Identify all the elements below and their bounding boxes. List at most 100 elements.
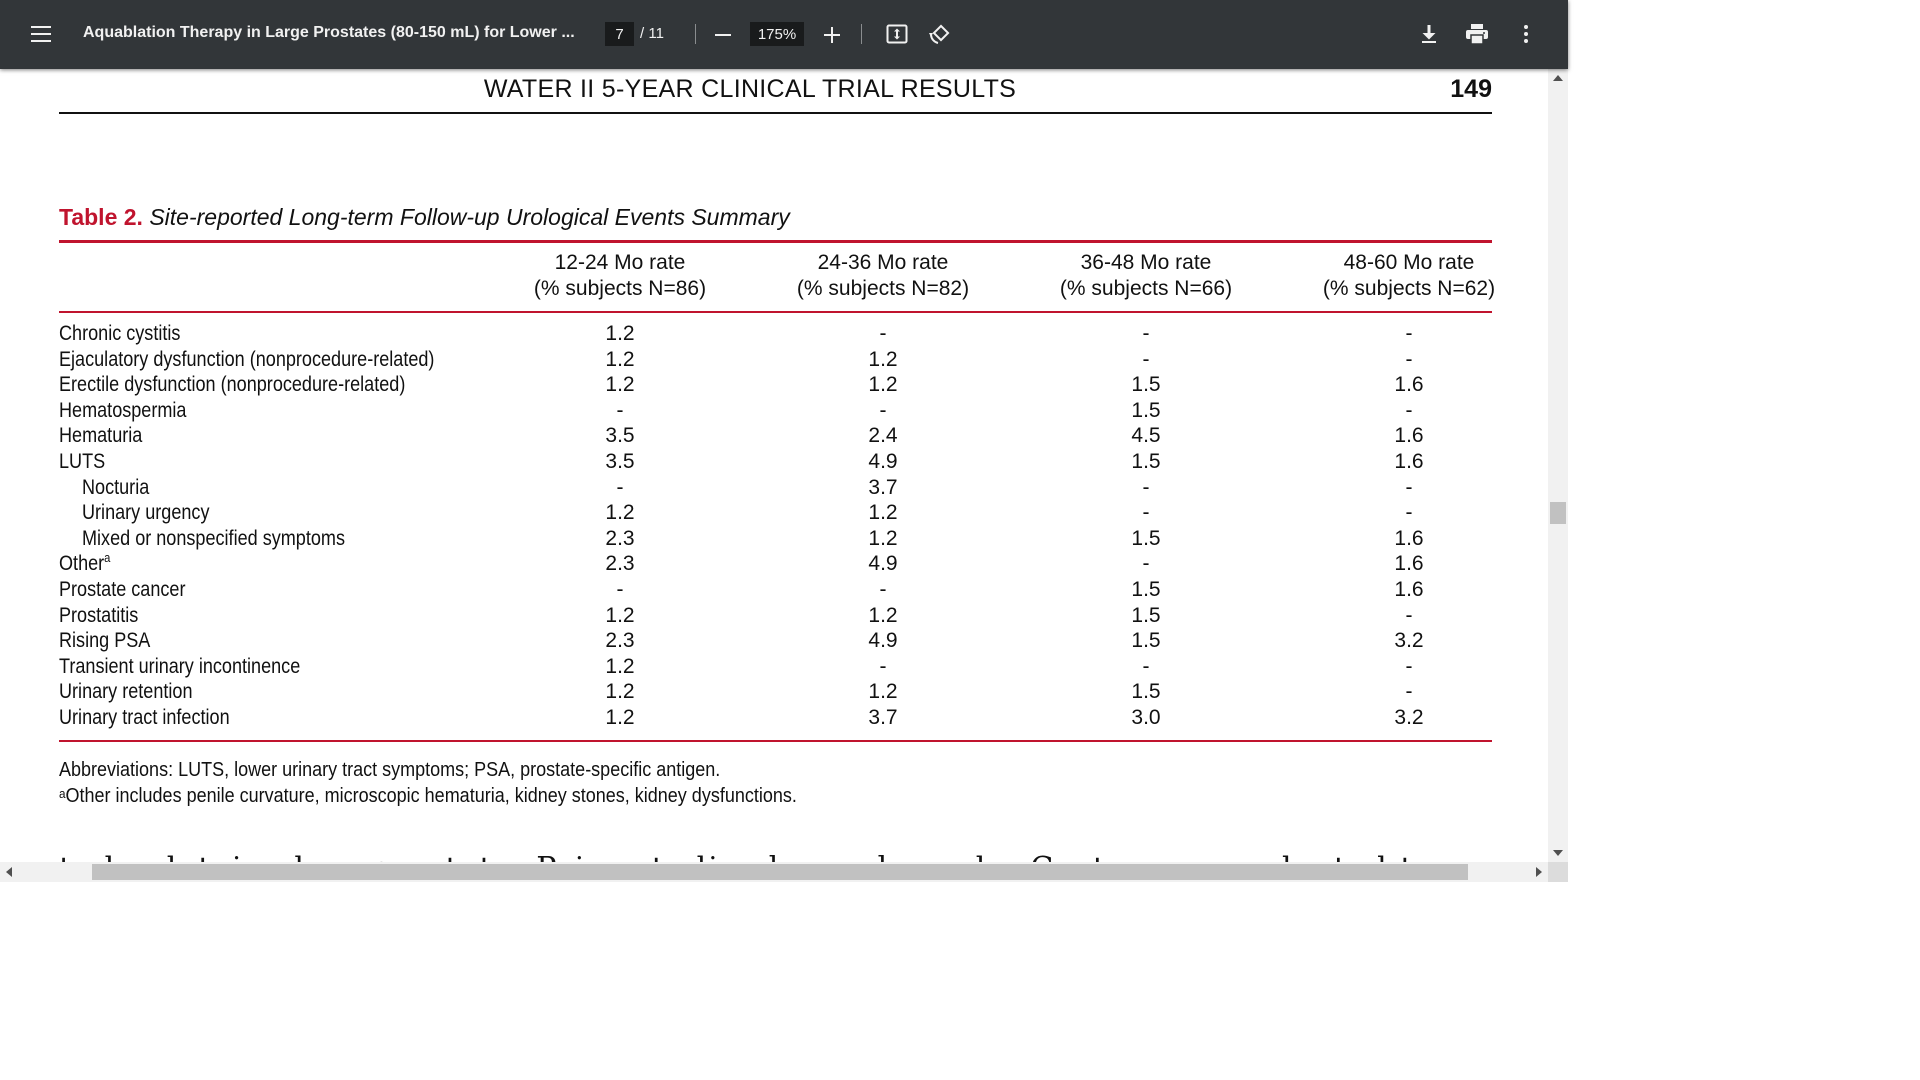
table-cell: - bbox=[879, 654, 887, 678]
row-label: Urinary urgency bbox=[82, 501, 209, 525]
scroll-right-icon[interactable] bbox=[1536, 867, 1542, 877]
table-cell: 4.9 bbox=[868, 449, 898, 473]
fit-page-icon bbox=[886, 24, 908, 44]
table-cell: 1.6 bbox=[1394, 577, 1424, 601]
table-row: Urinary retention 1.2 1.2 1.5 - bbox=[59, 680, 1492, 706]
row-label-text: Chronic cystitis bbox=[59, 322, 181, 345]
table-cell: - bbox=[1405, 501, 1413, 525]
toolbar-divider bbox=[861, 24, 862, 44]
table-cell: - bbox=[1405, 398, 1413, 422]
table-cell: 1.2 bbox=[868, 501, 898, 525]
table-cell: - bbox=[1405, 347, 1413, 371]
row-label: Urinary retention bbox=[59, 680, 193, 704]
table-cell: 1.2 bbox=[868, 373, 898, 397]
rotate-icon bbox=[929, 24, 950, 44]
table-cell: 1.5 bbox=[1131, 373, 1161, 397]
zoom-level-input[interactable] bbox=[750, 22, 804, 46]
table-cell: 2.3 bbox=[605, 552, 635, 576]
footnote-a-text: Other includes penile curvature, microsc… bbox=[65, 785, 797, 807]
table-cell: 1.2 bbox=[605, 322, 635, 345]
scroll-left-icon[interactable] bbox=[6, 867, 12, 877]
table-cell: 1.2 bbox=[605, 705, 635, 729]
table-row: Prostatitis 1.2 1.2 1.5 - bbox=[59, 604, 1492, 630]
table-cell: 4.9 bbox=[868, 552, 898, 576]
running-head: WATER II 5-YEAR CLINICAL TRIAL RESULTS bbox=[483, 75, 1017, 103]
table-cell: - bbox=[1405, 654, 1413, 678]
table-header-rule bbox=[59, 311, 1492, 313]
row-label: Prostatitis bbox=[59, 604, 138, 628]
row-label: Erectile dysfunction (nonprocedure-relat… bbox=[59, 373, 405, 397]
footnote-abbreviations: Abbreviations: LUTS, lower urinary tract… bbox=[59, 759, 721, 781]
plus-icon bbox=[824, 27, 840, 43]
scroll-down-icon[interactable] bbox=[1553, 850, 1563, 856]
row-label-text: Prostate cancer bbox=[59, 577, 186, 601]
table-cell: - bbox=[616, 398, 624, 422]
print-button[interactable] bbox=[1463, 20, 1491, 48]
body-text-line: to be detained on prostate. Prior studie… bbox=[59, 851, 1492, 862]
row-label: Hematospermia bbox=[59, 399, 186, 423]
row-label: Rising PSA bbox=[59, 629, 150, 653]
row-label-text: Urinary tract infection bbox=[59, 705, 230, 729]
table-cell: - bbox=[1142, 654, 1150, 678]
horizontal-scrollbar[interactable] bbox=[0, 862, 1548, 882]
zoom-out-button[interactable] bbox=[710, 22, 736, 48]
zoom-in-button[interactable] bbox=[819, 22, 845, 48]
table-cell: 2.4 bbox=[868, 424, 898, 448]
table-cell: 1.2 bbox=[868, 603, 898, 627]
row-label-text: Rising PSA bbox=[59, 629, 151, 653]
table-cell: - bbox=[1405, 475, 1413, 499]
column-header-line: (% subjects N=82) bbox=[796, 277, 970, 300]
table-cell: 4.5 bbox=[1131, 424, 1161, 448]
table-row: Urinary tract infection 1.2 3.7 3.0 3.2 bbox=[59, 706, 1492, 732]
menu-button[interactable] bbox=[24, 19, 58, 49]
row-label: Mixed or nonspecified symptoms bbox=[82, 527, 345, 551]
table-row: Urinary urgency 1.2 1.2 - - bbox=[59, 501, 1492, 527]
table-cell: 1.2 bbox=[868, 680, 898, 704]
table-body: Chronic cystitis 1.2- - - Ejaculatory dysfun… bbox=[59, 322, 1492, 732]
vertical-scroll-thumb[interactable] bbox=[1550, 502, 1566, 524]
download-button[interactable] bbox=[1415, 20, 1443, 48]
table-cell: 1.2 bbox=[605, 501, 635, 525]
table-top-rule bbox=[59, 240, 1492, 243]
table-cell: - bbox=[1142, 475, 1150, 499]
rotate-button[interactable] bbox=[926, 20, 954, 48]
table-cell: 1.5 bbox=[1131, 577, 1161, 601]
row-label: Chronic cystitis bbox=[59, 322, 180, 346]
more-options-button[interactable] bbox=[1513, 20, 1539, 48]
minus-icon bbox=[715, 34, 731, 36]
table-cell: 1.5 bbox=[1131, 680, 1161, 704]
table-cell: 1.6 bbox=[1394, 373, 1424, 397]
table-cell: 3.5 bbox=[605, 449, 635, 473]
column-header-line: (% subjects N=66) bbox=[1059, 277, 1233, 300]
table-cell: - bbox=[1142, 347, 1150, 371]
column-header-line: (% subjects N=62) bbox=[1322, 277, 1496, 300]
vertical-scrollbar[interactable] bbox=[1548, 69, 1568, 862]
table-cell: 1.6 bbox=[1394, 552, 1424, 576]
row-label-text: Urinary retention bbox=[59, 680, 193, 704]
table-cell: - bbox=[616, 475, 624, 499]
table-cell: 1.2 bbox=[605, 347, 635, 371]
scrollbar-corner bbox=[1548, 862, 1568, 882]
scroll-up-icon[interactable] bbox=[1553, 75, 1563, 81]
table-row: Othera 2.3 4.9 - 1.6 bbox=[59, 550, 1492, 578]
row-label: Othera bbox=[59, 550, 110, 576]
table-cell: 3.7 bbox=[868, 705, 898, 729]
table-cell: 1.6 bbox=[1394, 449, 1424, 473]
table-cell: - bbox=[1142, 552, 1150, 576]
row-label-text: Nocturia bbox=[82, 475, 150, 499]
pdf-toolbar: Aquablation Therapy in Large Prostates (… bbox=[0, 0, 1568, 69]
page-number-input[interactable] bbox=[605, 22, 634, 46]
table-footnotes: Abbreviations: LUTS, lower urinary tract… bbox=[59, 757, 879, 809]
table-cell: - bbox=[1405, 680, 1413, 704]
table-cell: 3.7 bbox=[868, 475, 898, 499]
column-header-36-48: 36-48 Mo rate (% subjects N=66) bbox=[1026, 250, 1266, 302]
horizontal-scroll-thumb[interactable] bbox=[92, 864, 1468, 880]
fit-to-page-button[interactable] bbox=[883, 20, 911, 48]
table-cell: 1.2 bbox=[605, 654, 635, 678]
pdf-page-viewport[interactable]: WATER II 5-YEAR CLINICAL TRIAL RESULTS 1… bbox=[0, 69, 1548, 862]
row-label-text: Hematospermia bbox=[59, 398, 187, 422]
footnote-a: aOther includes penile curvature, micros… bbox=[59, 783, 797, 809]
table-row: Mixed or nonspecified symptoms 2.3 1.2 1.5 1… bbox=[59, 527, 1492, 553]
table-caption: Table 2. Site-reported Long-term Follow-… bbox=[59, 204, 790, 231]
toolbar-divider bbox=[695, 24, 696, 44]
